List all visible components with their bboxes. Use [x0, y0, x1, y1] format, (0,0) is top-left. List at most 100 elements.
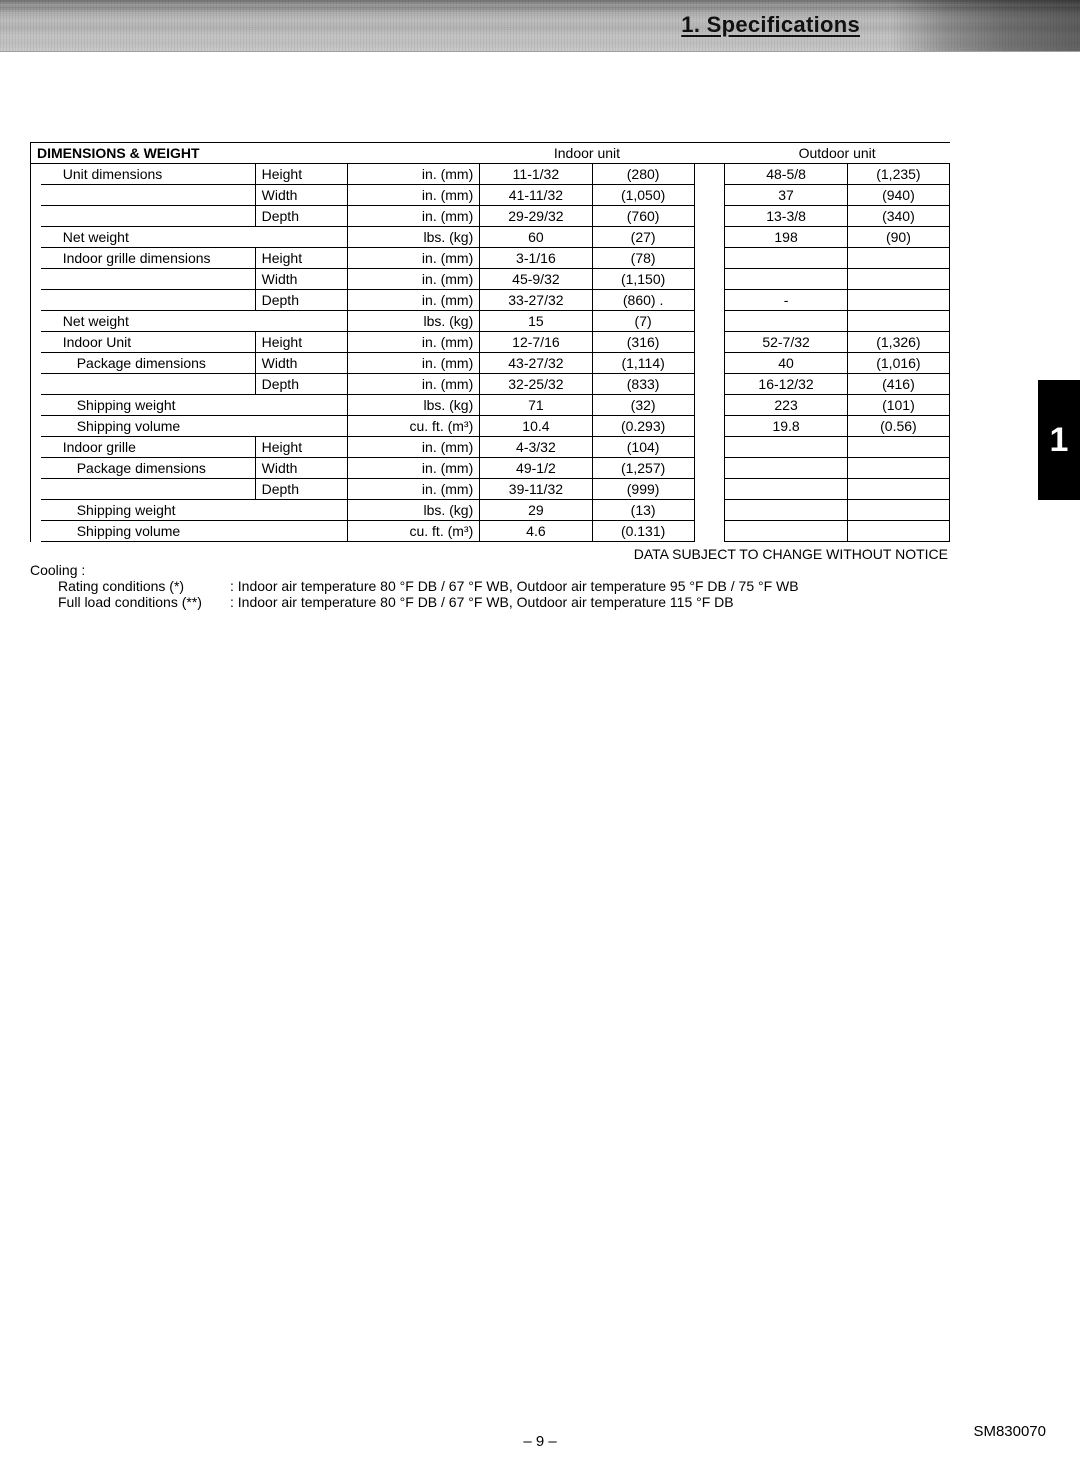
- indoor-value: 33-27/32: [480, 290, 592, 311]
- table-row: Indoor UnitHeightin. (mm)12-7/16(316)52-…: [31, 332, 950, 353]
- outdoor-value: -: [725, 290, 848, 311]
- indoor-value: 41-11/32: [480, 185, 592, 206]
- specs-table: DIMENSIONS & WEIGHT Indoor unit Outdoor …: [30, 142, 950, 542]
- indoor-value: 4-3/32: [480, 437, 592, 458]
- row-subparam: Height: [255, 164, 347, 185]
- row-label: [41, 185, 255, 206]
- outdoor-value: 48-5/8: [725, 164, 848, 185]
- table-row: Package dimensionsWidthin. (mm)43-27/32(…: [31, 353, 950, 374]
- footnotes: DATA SUBJECT TO CHANGE WITHOUT NOTICE Co…: [30, 546, 950, 610]
- indoor-value: 71: [480, 395, 592, 416]
- indoor-value: 15: [480, 311, 592, 332]
- indoor-value: 39-11/32: [480, 479, 592, 500]
- row-label: [41, 269, 255, 290]
- row-subparam: Depth: [255, 479, 347, 500]
- row-subparam: Width: [255, 458, 347, 479]
- outdoor-unit-header: Outdoor unit: [725, 143, 950, 164]
- row-unit: cu. ft. (m³): [347, 521, 480, 542]
- outdoor-metric: (0.56): [847, 416, 949, 437]
- row-unit: in. (mm): [347, 332, 480, 353]
- row-label: Shipping weight: [41, 500, 347, 521]
- row-subparam: Height: [255, 437, 347, 458]
- row-unit: lbs. (kg): [347, 500, 480, 521]
- condition-row: Rating conditions (*): Indoor air temper…: [30, 578, 950, 594]
- outdoor-value: 37: [725, 185, 848, 206]
- outdoor-metric: (1,235): [847, 164, 949, 185]
- row-label: Shipping weight: [41, 395, 347, 416]
- indoor-value: 11-1/32: [480, 164, 592, 185]
- indoor-value: 12-7/16: [480, 332, 592, 353]
- outdoor-metric: [847, 311, 949, 332]
- row-label: Package dimensions: [41, 458, 255, 479]
- row-label: Net weight: [41, 227, 347, 248]
- outdoor-value: [725, 521, 848, 542]
- row-subparam: Height: [255, 332, 347, 353]
- indoor-metric: (32): [592, 395, 694, 416]
- indoor-metric: (0.293): [592, 416, 694, 437]
- indoor-metric: (999): [592, 479, 694, 500]
- indoor-metric: (833): [592, 374, 694, 395]
- indoor-metric: (104): [592, 437, 694, 458]
- change-notice: DATA SUBJECT TO CHANGE WITHOUT NOTICE: [30, 546, 950, 562]
- row-label: [41, 374, 255, 395]
- row-subparam: Width: [255, 185, 347, 206]
- row-label: [41, 479, 255, 500]
- indoor-metric: (860) .: [592, 290, 694, 311]
- indoor-metric: (1,114): [592, 353, 694, 374]
- row-subparam: Width: [255, 269, 347, 290]
- condition-text: : Indoor air temperature 80 °F DB / 67 °…: [230, 594, 734, 610]
- condition-row: Full load conditions (**): Indoor air te…: [30, 594, 950, 610]
- row-subparam: Depth: [255, 374, 347, 395]
- indoor-value: 4.6: [480, 521, 592, 542]
- row-label: Package dimensions: [41, 353, 255, 374]
- cooling-label: Cooling :: [30, 562, 950, 578]
- row-unit: in. (mm): [347, 479, 480, 500]
- indoor-value: 43-27/32: [480, 353, 592, 374]
- outdoor-value: [725, 458, 848, 479]
- outdoor-metric: (1,326): [847, 332, 949, 353]
- table-row: Shipping volumecu. ft. (m³)4.6(0.131): [31, 521, 950, 542]
- doc-code: SM830070: [973, 1423, 1046, 1440]
- section-header-cell: DIMENSIONS & WEIGHT: [31, 143, 256, 164]
- row-label: Unit dimensions: [41, 164, 255, 185]
- row-label: Indoor grille: [41, 437, 255, 458]
- outdoor-metric: [847, 458, 949, 479]
- row-label: Net weight: [41, 311, 347, 332]
- row-subparam: Depth: [255, 206, 347, 227]
- indoor-metric: (280): [592, 164, 694, 185]
- outdoor-value: 198: [725, 227, 848, 248]
- outdoor-value: 52-7/32: [725, 332, 848, 353]
- outdoor-metric: (1,016): [847, 353, 949, 374]
- indoor-metric: (1,150): [592, 269, 694, 290]
- outdoor-metric: (340): [847, 206, 949, 227]
- table-row: Indoor grilleHeightin. (mm)4-3/32(104): [31, 437, 950, 458]
- indoor-metric: (7): [592, 311, 694, 332]
- indoor-metric: (760): [592, 206, 694, 227]
- row-label: [41, 206, 255, 227]
- row-label: Indoor grille dimensions: [41, 248, 255, 269]
- table-row: Widthin. (mm)41-11/32(1,050)37(940): [31, 185, 950, 206]
- row-subparam: Depth: [255, 290, 347, 311]
- table-row: Shipping weightlbs. (kg)71(32)223(101): [31, 395, 950, 416]
- outdoor-metric: [847, 500, 949, 521]
- outdoor-metric: [847, 269, 949, 290]
- row-subparam: Height: [255, 248, 347, 269]
- row-unit: in. (mm): [347, 269, 480, 290]
- indoor-metric: (1,257): [592, 458, 694, 479]
- row-unit: in. (mm): [347, 185, 480, 206]
- indoor-value: 3-1/16: [480, 248, 592, 269]
- row-unit: cu. ft. (m³): [347, 416, 480, 437]
- table-row: Unit dimensionsHeightin. (mm)11-1/32(280…: [31, 164, 950, 185]
- outdoor-value: [725, 311, 848, 332]
- outdoor-metric: [847, 248, 949, 269]
- row-unit: in. (mm): [347, 290, 480, 311]
- outdoor-value: [725, 479, 848, 500]
- row-unit: in. (mm): [347, 206, 480, 227]
- outdoor-value: [725, 269, 848, 290]
- condition-text: : Indoor air temperature 80 °F DB / 67 °…: [230, 578, 799, 594]
- table-row: Shipping volumecu. ft. (m³)10.4(0.293)19…: [31, 416, 950, 437]
- row-label: Shipping volume: [41, 416, 347, 437]
- table-row: Shipping weightlbs. (kg)29(13): [31, 500, 950, 521]
- outdoor-value: [725, 500, 848, 521]
- indoor-metric: (0.131): [592, 521, 694, 542]
